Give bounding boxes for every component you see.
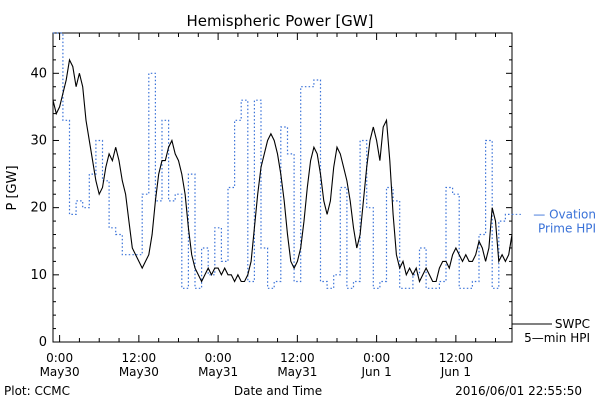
- y-tick-label: 10: [30, 268, 47, 283]
- x-tick-date: May30: [40, 365, 80, 379]
- plot-area: [52, 32, 513, 343]
- y-axis: 0 10 20 30 40: [30, 32, 512, 350]
- y-tick-label: 20: [30, 201, 47, 216]
- x-tick-date: Jun 1: [361, 365, 392, 379]
- y-tick-label: 0: [39, 335, 47, 350]
- x-tick-date: May31: [198, 365, 238, 379]
- x-axis-label: Date and Time: [234, 384, 322, 398]
- y-tick-label: 30: [30, 133, 47, 148]
- y-tick-label: 40: [30, 66, 47, 81]
- legend-swpc-label: SWPC: [555, 317, 590, 331]
- x-axis: 0:00May3012:00May300:00May3112:00May310:…: [40, 33, 496, 379]
- legend-swpc-label-line2: 5—min HPI: [524, 331, 590, 345]
- y-axis-label: P [GW]: [5, 165, 20, 210]
- chart-title: Hemispheric Power [GW]: [187, 12, 374, 30]
- x-tick-label: 0:00: [205, 351, 232, 365]
- legend-ovation-label-line2: Prime HPI: [538, 221, 596, 235]
- legend-ovation-label: — Ovation: [533, 207, 596, 221]
- swpc-series: [52, 58, 513, 284]
- x-tick-label: 0:00: [46, 351, 73, 365]
- x-tick-date: May30: [119, 365, 159, 379]
- ovation-prime-series: [53, 32, 512, 289]
- x-tick-label: 0:00: [363, 351, 390, 365]
- x-tick-label: 12:00: [439, 351, 474, 365]
- plot-frame: [52, 32, 513, 343]
- series-layer: [52, 32, 513, 289]
- x-tick-label: 12:00: [122, 351, 157, 365]
- x-tick-date: Jun 1: [440, 365, 471, 379]
- x-tick-label: 12:00: [280, 351, 315, 365]
- x-tick-date: May31: [277, 365, 317, 379]
- footer-left: Plot: CCMC: [4, 384, 70, 398]
- footer-timestamp: 2016/06/01 22:55:50: [455, 384, 582, 398]
